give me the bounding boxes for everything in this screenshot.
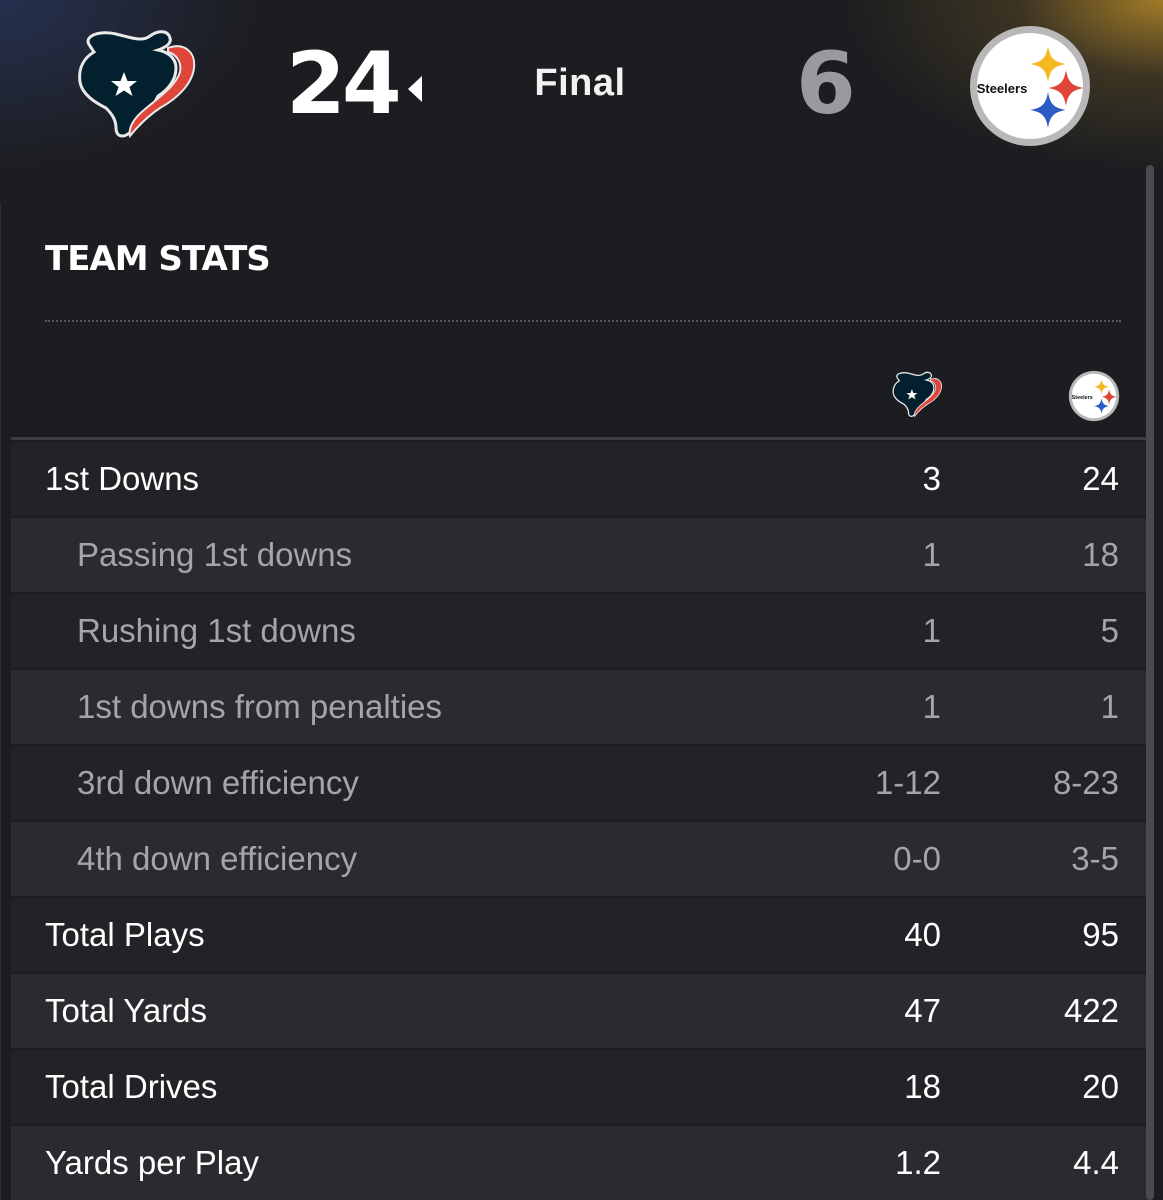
stat-row: Total Drives 18 20 (11, 1050, 1151, 1124)
stat-row: Yards per Play 1.2 4.4 (11, 1126, 1151, 1200)
home-stat-value: 0-0 (893, 840, 941, 877)
home-stat-value: 1 (922, 688, 941, 725)
stat-row: 1st Downs 3 24 (11, 442, 1151, 516)
stat-row: Total Plays 40 95 (11, 898, 1151, 972)
home-stat-value: 1.2 (895, 1144, 941, 1181)
stat-label: 3rd down efficiency (77, 764, 359, 801)
home-stat-value: 18 (904, 1068, 941, 1105)
divider (45, 320, 1121, 322)
stat-row: 1st downs from penalties 1 1 (11, 670, 1151, 744)
stat-label: Rushing 1st downs (77, 612, 356, 649)
away-stat-value: 95 (1082, 916, 1119, 953)
stat-label: 1st Downs (45, 460, 200, 497)
stat-label: Total Yards (45, 992, 208, 1029)
home-stat-value: 47 (904, 992, 941, 1029)
scoreboard: 24 Final 6 (0, 0, 1163, 205)
home-stat-value: 1 (922, 612, 941, 649)
section-title: TEAM STATS (45, 239, 271, 279)
scrollbar[interactable] (1146, 165, 1154, 1200)
away-stat-value: 8-23 (1052, 764, 1119, 801)
texans-logo-icon[interactable] (72, 28, 200, 143)
stat-label: Total Plays (45, 916, 205, 953)
stat-row: 4th down efficiency 0-0 3-5 (11, 822, 1151, 896)
steelers-logo-icon (1068, 370, 1120, 422)
home-score: 24 (286, 34, 402, 134)
stat-row: Rushing 1st downs 1 5 (11, 594, 1151, 668)
stat-label: 1st downs from penalties (77, 688, 443, 725)
stat-row: Passing 1st downs 1 18 (11, 518, 1151, 592)
away-stat-value: 1 (1100, 688, 1119, 725)
home-stat-value: 3 (922, 460, 941, 497)
stat-label: 4th down efficiency (77, 840, 358, 877)
stats-table: 1st Downs 3 24 Passing 1st downs 1 18 Rushing … (11, 442, 1151, 1200)
game-status: Final (534, 62, 626, 104)
away-stat-value: 4.4 (1073, 1144, 1119, 1181)
stat-row: Total Yards 47 422 (11, 974, 1151, 1048)
texans-logo-icon (890, 370, 944, 420)
away-stat-value: 18 (1082, 536, 1119, 573)
away-stat-value: 24 (1082, 460, 1119, 497)
stat-label: Yards per Play (45, 1144, 259, 1181)
home-stat-value: 1 (922, 536, 941, 573)
caret-left-icon (408, 76, 422, 102)
home-stat-value: 40 (904, 916, 941, 953)
stat-label: Total Drives (45, 1068, 218, 1105)
team-stats-card: TEAM STATS 1st Downs 3 24 Passing 1st downs… (0, 203, 1151, 1200)
home-stat-value: 1-12 (874, 764, 941, 801)
away-stat-value: 20 (1082, 1068, 1119, 1105)
away-stat-value: 5 (1100, 612, 1119, 649)
away-stat-value: 3-5 (1071, 840, 1119, 877)
table-header-divider (11, 437, 1151, 440)
steelers-logo-icon[interactable] (968, 24, 1092, 148)
stat-row: 3rd down efficiency 1-12 8-23 (11, 746, 1151, 820)
away-score: 6 (796, 34, 856, 134)
away-stat-value: 422 (1063, 992, 1119, 1029)
stat-label: Passing 1st downs (77, 536, 353, 573)
